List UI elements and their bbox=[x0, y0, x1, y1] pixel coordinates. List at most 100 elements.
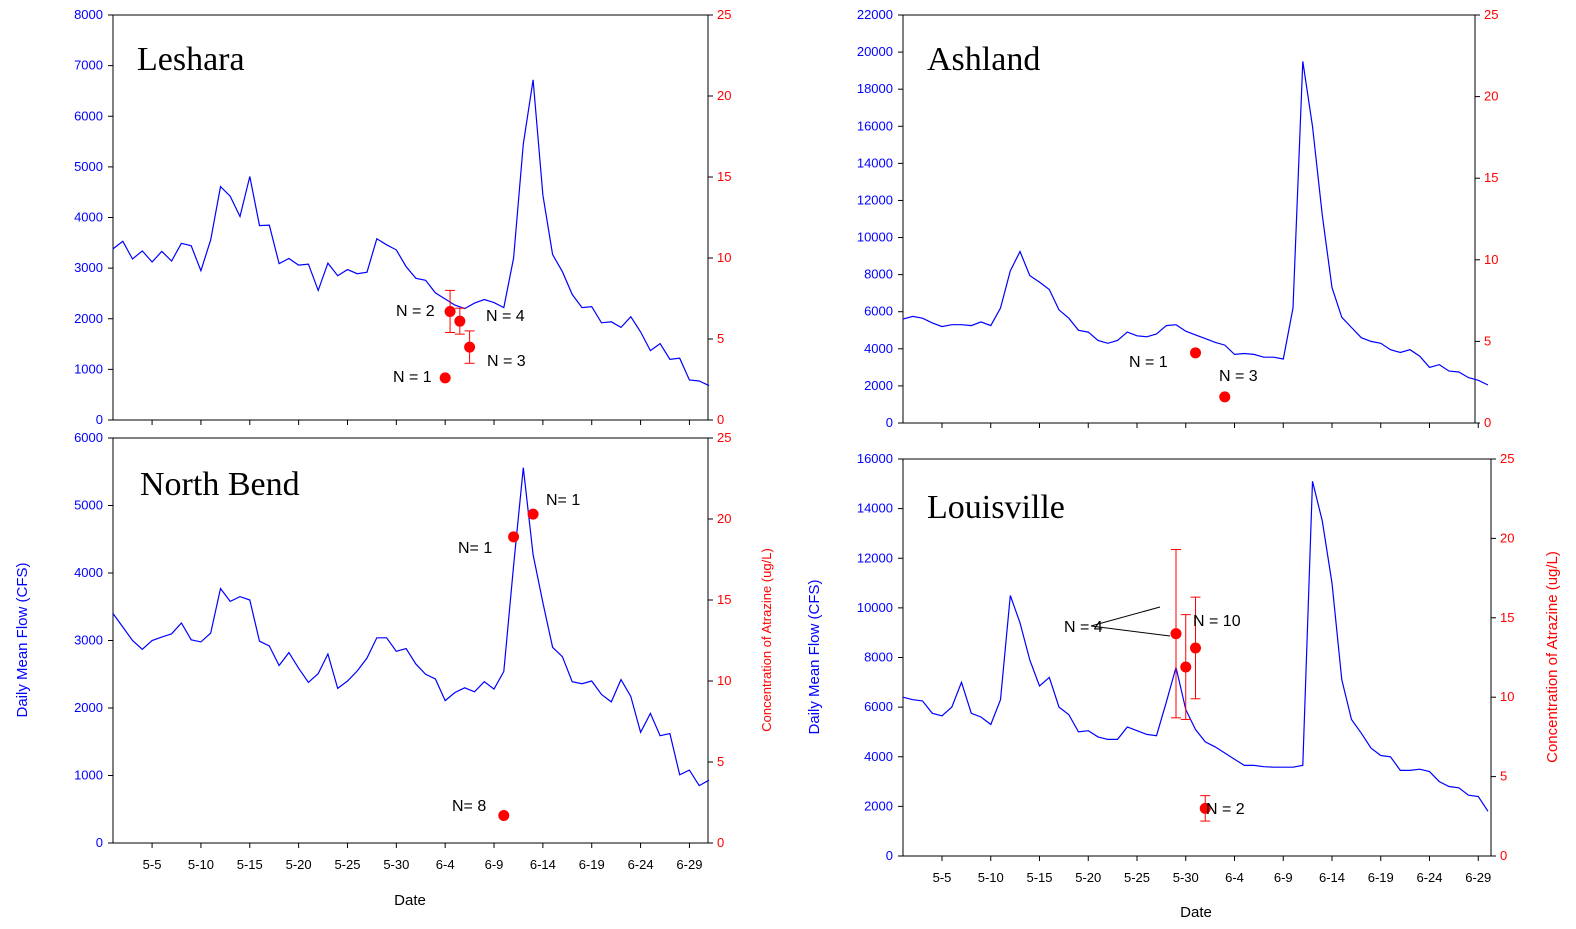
x-axis bbox=[941, 423, 1479, 428]
y-tick-label-right: 0 bbox=[717, 835, 724, 850]
n-label: N= 1 bbox=[546, 492, 580, 509]
y-tick-label-right: 0 bbox=[1484, 415, 1491, 430]
atrazine-point bbox=[508, 531, 520, 543]
y-tick-label-right: 5 bbox=[717, 754, 724, 769]
site-name: Leshara bbox=[137, 41, 245, 78]
y-tick-label-left: 5000 bbox=[74, 159, 103, 174]
flow-line bbox=[112, 467, 710, 787]
y-tick-label-left: 2000 bbox=[74, 311, 103, 326]
atrazine-point bbox=[1199, 802, 1211, 814]
x-tick-label: 5-15 bbox=[1026, 870, 1052, 885]
x-tick-label: 5-10 bbox=[978, 870, 1004, 885]
y-tick-label-left: 6000 bbox=[864, 699, 893, 714]
y-tick-label-left: 16000 bbox=[857, 118, 893, 133]
x-tick-label: 6-19 bbox=[1368, 870, 1394, 885]
x-tick-label: 6-4 bbox=[436, 857, 455, 872]
y-tick-label-left: 20000 bbox=[857, 44, 893, 59]
point-labels: N = 4 N = 10 N = 2 bbox=[1064, 606, 1245, 818]
y-tick-label-left: 4000 bbox=[74, 565, 103, 580]
atrazine-point bbox=[439, 372, 451, 384]
atrazine-point bbox=[444, 305, 456, 317]
x-tick-label: 5-30 bbox=[383, 857, 409, 872]
site-name: North Bend bbox=[140, 466, 300, 503]
y-tick-label-left: 2000 bbox=[864, 798, 893, 813]
y-tick-label-left: 5000 bbox=[74, 498, 103, 513]
y-tick-label-left: 0 bbox=[886, 415, 893, 430]
x-axis-label: Date bbox=[1180, 904, 1212, 921]
site-name: Ashland bbox=[927, 41, 1040, 78]
point-labels: N = 2 N = 4 N = 3 N = 1 bbox=[393, 303, 526, 386]
flow-line bbox=[902, 61, 1489, 386]
y-tick-label-left: 8000 bbox=[864, 650, 893, 665]
n-label: N = 4 bbox=[486, 308, 525, 325]
atrazine-points bbox=[1190, 347, 1231, 403]
y-tick-label-right: 15 bbox=[717, 169, 731, 184]
y-tick-label-left: 2000 bbox=[74, 700, 103, 715]
flow-line bbox=[112, 79, 710, 387]
y-tick-label-left: 6000 bbox=[74, 430, 103, 445]
y-axis-left: 0 1000 2000 3000 4000 5000 6000 7000 8000 bbox=[74, 7, 113, 427]
x-tick-label: 6-14 bbox=[530, 857, 556, 872]
y-tick-label-left: 7000 bbox=[74, 58, 103, 73]
y-tick-label-left: 3000 bbox=[74, 260, 103, 275]
y-tick-label-left: 14000 bbox=[857, 501, 893, 516]
n-label: N= 8 bbox=[452, 798, 486, 815]
atrazine-point bbox=[1190, 642, 1201, 654]
x-tick-label: 6-29 bbox=[676, 857, 702, 872]
x-tick-label: 6-24 bbox=[1416, 870, 1442, 885]
atrazine-point bbox=[498, 809, 510, 821]
n-label: N = 3 bbox=[487, 353, 526, 370]
site-name: Louisville bbox=[927, 489, 1065, 526]
n-label: N = 2 bbox=[396, 303, 435, 320]
atrazine-points bbox=[439, 289, 476, 384]
point-labels: N= 8 N= 1 N= 1 bbox=[452, 492, 580, 815]
x-tick-label: 6-24 bbox=[628, 857, 654, 872]
x-axis bbox=[151, 420, 690, 425]
x-tick-label: 6-19 bbox=[579, 857, 605, 872]
y-tick-label-right: 10 bbox=[717, 250, 731, 265]
y-tick-label-left: 16000 bbox=[857, 451, 893, 466]
y-tick-label-left: 6000 bbox=[74, 108, 103, 123]
x-axis-label: Date bbox=[394, 892, 426, 909]
y-tick-label-left: 10000 bbox=[857, 230, 893, 245]
n-label: N = 4 bbox=[1064, 619, 1103, 636]
y-tick-label-left: 6000 bbox=[864, 304, 893, 319]
x-axis: 5-5 5-10 5-15 5-20 5-25 5-30 6-4 6-9 6-14 6-19 6-2… bbox=[143, 843, 702, 872]
y-tick-label-left: 18000 bbox=[857, 81, 893, 96]
flow-line bbox=[902, 481, 1489, 812]
y-tick-label-left: 14000 bbox=[857, 155, 893, 170]
y-tick-label-left: 4000 bbox=[74, 210, 103, 225]
label-leader bbox=[1090, 625, 1171, 637]
y-tick-label-left: 4000 bbox=[864, 341, 893, 356]
y-axis-left-label: Daily Mean Flow (CFS) bbox=[14, 562, 31, 717]
y-tick-label-left: 1000 bbox=[74, 361, 103, 376]
y-tick-label-right: 20 bbox=[717, 511, 731, 526]
y-axis-left: 0 2000 4000 6000 8000 10000 12000 14000 16000 180… bbox=[857, 7, 903, 430]
x-tick-label: 5-30 bbox=[1173, 870, 1199, 885]
x-tick-label: 6-9 bbox=[1274, 870, 1293, 885]
y-axis-right: 0 5 10 15 20 25 bbox=[1475, 7, 1498, 430]
y-tick-label-right: 20 bbox=[1500, 530, 1514, 545]
panel-leshara: 0 1000 2000 3000 4000 5000 6000 7000 8000 0 5 10 15… bbox=[74, 7, 731, 427]
panel-ashland: 0 2000 4000 6000 8000 10000 12000 14000 16000 180… bbox=[857, 7, 1499, 430]
y-axis-left: 0 1000 2000 3000 4000 5000 6000 bbox=[74, 430, 113, 850]
atrazine-points bbox=[498, 508, 539, 821]
y-tick-label-right: 10 bbox=[717, 673, 731, 688]
y-tick-label-right: 25 bbox=[717, 7, 731, 22]
n-label: N = 2 bbox=[1206, 801, 1245, 818]
atrazine-point bbox=[454, 315, 466, 327]
y-tick-label-right: 5 bbox=[1484, 333, 1491, 348]
y-tick-label-left: 8000 bbox=[864, 267, 893, 282]
y-tick-label-right: 15 bbox=[1484, 170, 1498, 185]
y-tick-label-right: 20 bbox=[717, 88, 731, 103]
y-tick-label-left: 12000 bbox=[857, 192, 893, 207]
y-axis-right: 0 5 10 15 20 25 bbox=[708, 7, 731, 427]
y-tick-label-right: 15 bbox=[1500, 610, 1514, 625]
x-tick-label: 5-20 bbox=[286, 857, 312, 872]
atrazine-points bbox=[1170, 549, 1211, 822]
y-axis-right-label: Concentration of Atrazine (ug/L) bbox=[759, 548, 774, 732]
y-tick-label-left: 1000 bbox=[74, 768, 103, 783]
y-axis-right: 0 5 10 15 20 25 bbox=[708, 430, 731, 850]
n-label: N = 1 bbox=[1129, 354, 1168, 371]
atrazine-point bbox=[527, 508, 539, 520]
